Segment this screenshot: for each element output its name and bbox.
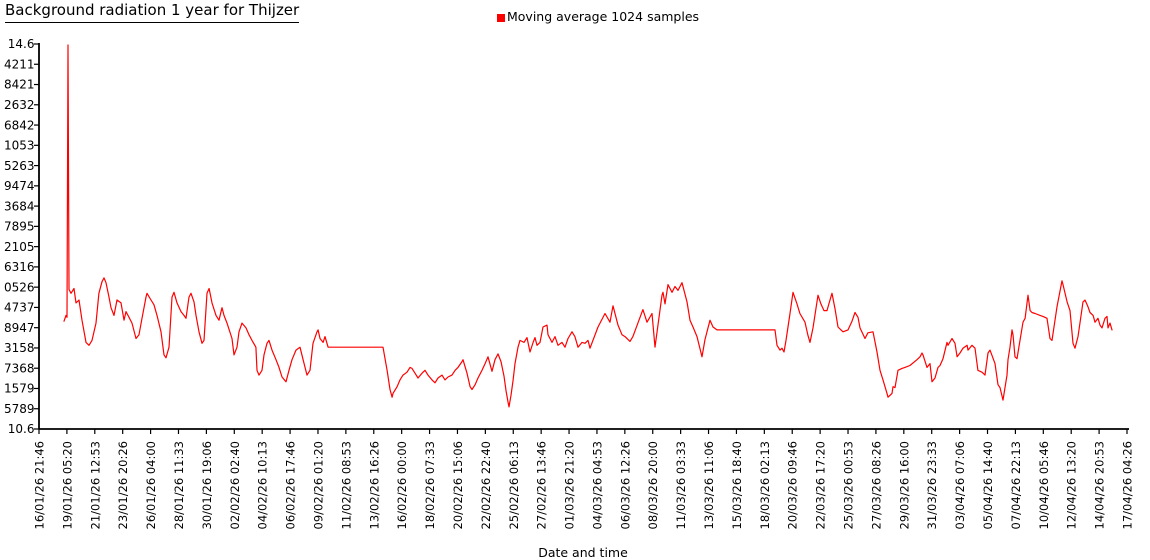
- y-tick-label: 5789: [4, 402, 35, 416]
- y-tick-label: 8421: [4, 78, 35, 92]
- x-tick-label: 09/02/26 01:20: [311, 441, 325, 529]
- x-tick-label: 15/03/26 18:40: [730, 441, 744, 529]
- x-tick-label: 28/01/26 11:33: [172, 441, 186, 529]
- x-tick-label: 25/03/26 00:53: [842, 441, 856, 529]
- y-tick-label: 2632: [4, 98, 35, 112]
- x-tick-label: 31/03/26 23:33: [925, 441, 939, 529]
- data-series-line: [63, 44, 1113, 408]
- y-tick-label: 7895: [4, 220, 35, 234]
- x-tick-label: 11/03/26 03:33: [674, 441, 688, 529]
- x-tick-label: 22/03/26 17:20: [814, 441, 828, 529]
- x-tick-label: 04/03/26 04:53: [590, 441, 604, 529]
- y-tick-label: 7368: [4, 361, 35, 375]
- y-tick-label: 4737: [4, 301, 35, 315]
- x-tick-label: 13/02/26 16:26: [367, 441, 381, 529]
- y-tick-label: 3684: [4, 199, 35, 213]
- y-tick-label: 6316: [4, 260, 35, 274]
- x-tick-label: 13/03/26 11:06: [702, 441, 716, 529]
- y-tick-label: 14.6: [8, 37, 35, 51]
- y-tick-label: 6842: [4, 118, 35, 132]
- y-tick-label: 1579: [4, 382, 35, 396]
- y-tick-label: 10.6: [8, 422, 35, 436]
- y-tick-label: 8947: [4, 321, 35, 335]
- y-tick-label: 0526: [4, 280, 35, 294]
- x-tick-label: 26/01/26 04:00: [144, 441, 158, 529]
- legend-marker-icon: [497, 13, 505, 22]
- legend-label: Moving average 1024 samples: [507, 9, 700, 24]
- x-tick-label: 27/02/26 13:46: [535, 441, 549, 529]
- x-tick-label: 04/02/26 10:13: [256, 441, 270, 529]
- y-tick-label: 1053: [4, 139, 35, 153]
- page-title: Background radiation 1 year for Thijzer: [5, 1, 300, 23]
- x-tick-label: 19/01/26 05:20: [60, 441, 74, 529]
- x-tick-label: 05/04/26 14:40: [981, 441, 995, 529]
- x-tick-label: 18/03/26 02:13: [758, 441, 772, 529]
- x-tick-label: 11/02/26 08:53: [339, 441, 353, 529]
- x-tick-label: 25/02/26 06:13: [507, 441, 521, 529]
- x-tick-label: 07/04/26 22:13: [1009, 441, 1023, 529]
- y-tick-label: 2105: [4, 240, 35, 254]
- x-tick-label: 14/04/26 20:53: [1093, 441, 1107, 529]
- x-tick-label: 20/02/26 15:06: [451, 441, 465, 529]
- legend: Moving average 1024 samples: [497, 10, 699, 24]
- x-tick-label: 01/03/26 21:20: [563, 441, 577, 529]
- x-axis-title: Date and time: [538, 545, 628, 560]
- x-tick-label: 29/03/26 16:00: [897, 441, 911, 529]
- x-tick-label: 17/04/26 04:26: [1121, 441, 1135, 529]
- x-tick-label: 10/04/26 05:46: [1037, 441, 1051, 529]
- x-tick-label: 18/02/26 07:33: [423, 441, 437, 529]
- x-tick-label: 12/04/26 13:20: [1065, 441, 1079, 529]
- y-tick-label: 3158: [4, 341, 35, 355]
- x-tick-label: 03/04/26 07:06: [953, 441, 967, 529]
- x-tick-label: 16/01/26 21:46: [33, 441, 47, 529]
- x-tick-label: 20/03/26 09:46: [786, 441, 800, 529]
- x-tick-label: 08/03/26 20:00: [646, 441, 660, 529]
- x-tick-label: 21/01/26 12:53: [88, 441, 102, 529]
- y-tick-label: 5263: [4, 159, 35, 173]
- x-tick-label: 22/02/26 22:40: [479, 441, 493, 529]
- x-tick-label: 23/01/26 20:26: [116, 441, 130, 529]
- x-tick-label: 02/02/26 02:40: [228, 441, 242, 529]
- y-tick-label: 4211: [4, 57, 35, 71]
- x-tick-label: 27/03/26 08:26: [869, 441, 883, 529]
- y-tick-label: 9474: [4, 179, 35, 193]
- x-tick-label: 16/02/26 00:00: [395, 441, 409, 529]
- x-tick-label: 06/02/26 17:46: [284, 441, 298, 529]
- x-tick-label: 30/01/26 19:06: [200, 441, 214, 529]
- x-tick-label: 06/03/26 12:26: [618, 441, 632, 529]
